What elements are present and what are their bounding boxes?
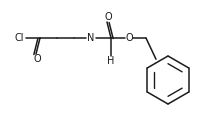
Text: O: O [104,12,112,22]
Text: Cl: Cl [14,33,24,43]
Text: O: O [125,33,133,43]
Text: N: N [87,33,95,43]
Text: O: O [33,54,41,64]
Text: H: H [107,56,115,66]
